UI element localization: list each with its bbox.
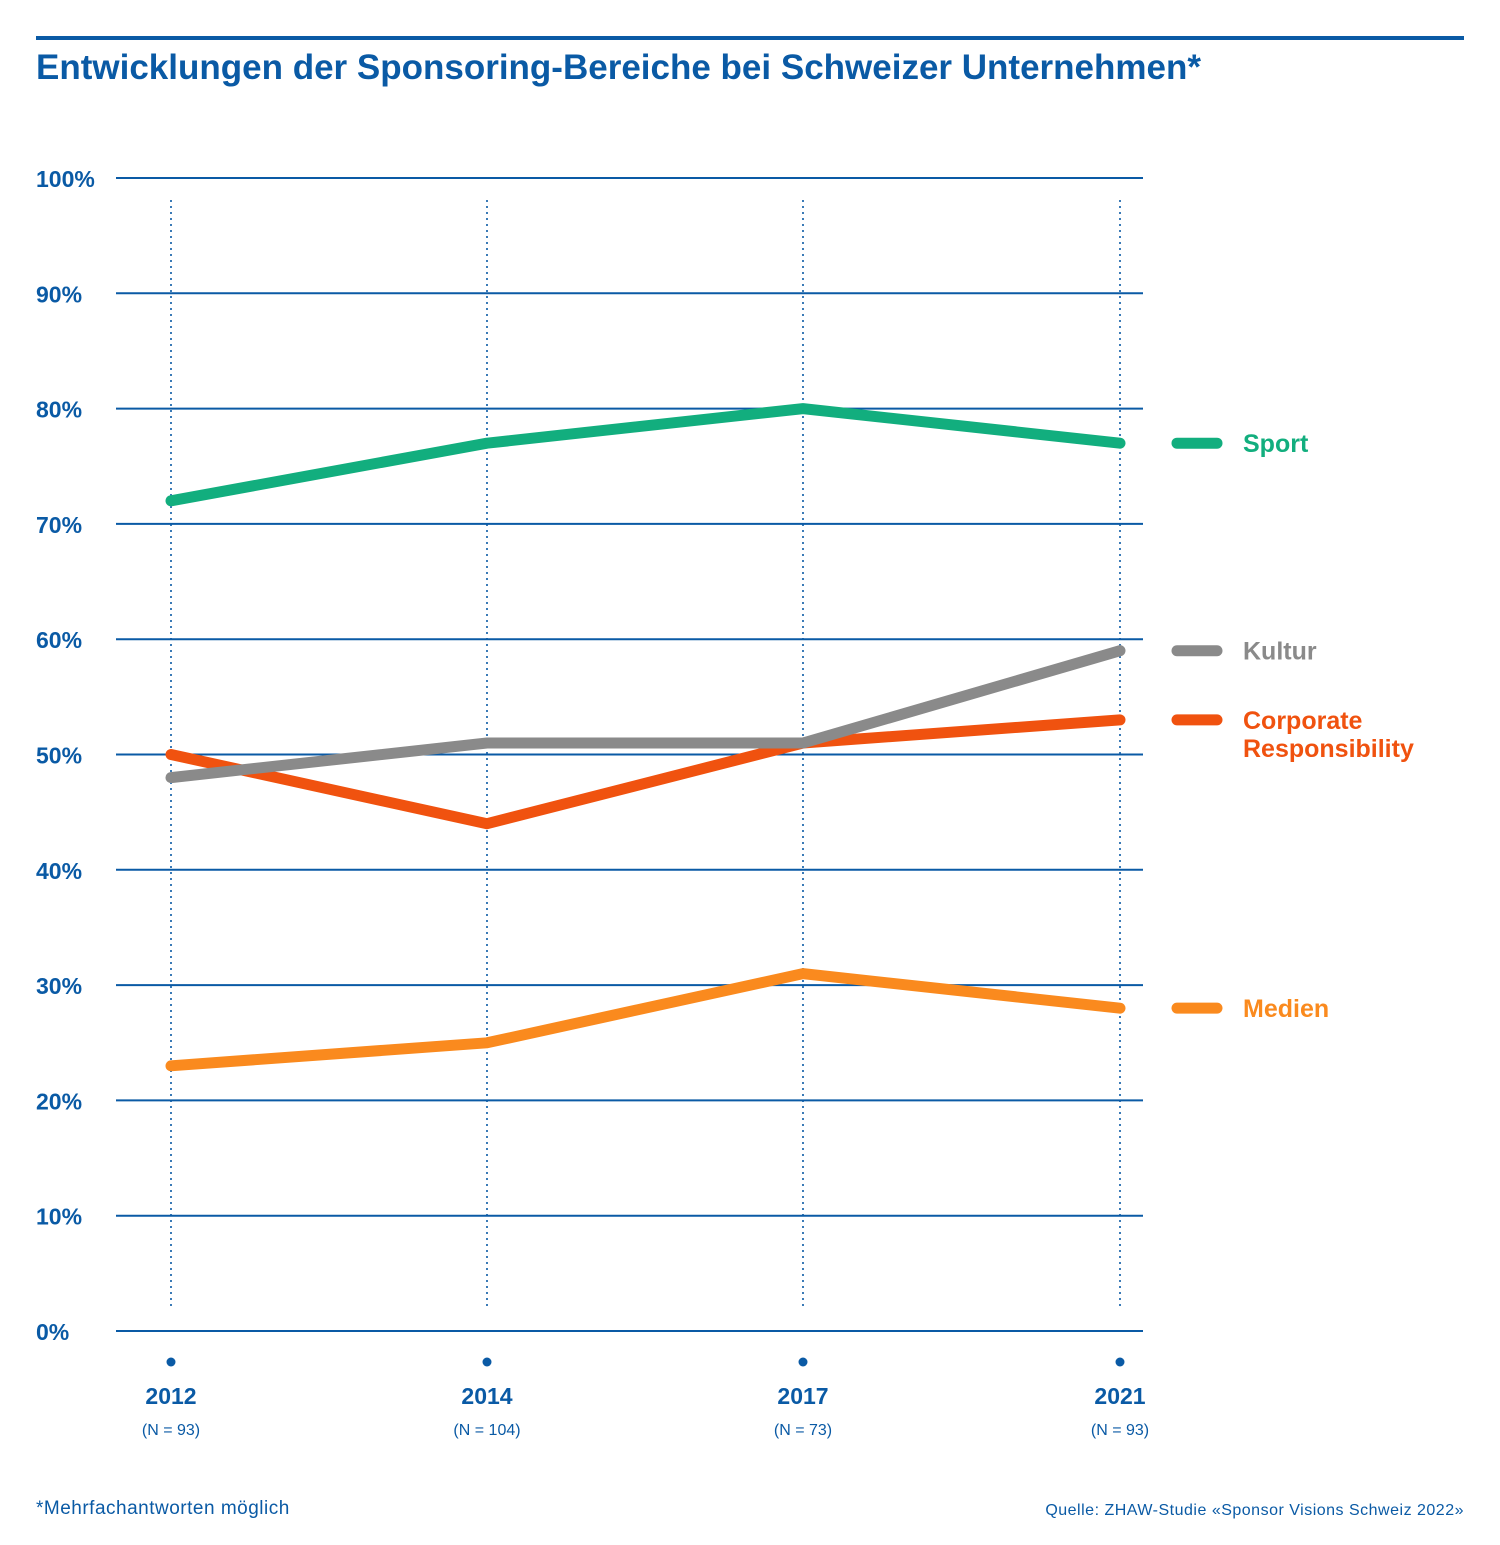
y-axis: 0% 10% 20% 30% 40% 50% 60% 70% 80% 90% 100% bbox=[36, 166, 95, 1345]
series-layer bbox=[165, 403, 1126, 1072]
y-tick-label: 30% bbox=[36, 973, 82, 999]
series-line-corporate-responsibility bbox=[165, 714, 1126, 830]
series-line-medien bbox=[165, 968, 1126, 1072]
y-tick-label: 20% bbox=[36, 1088, 82, 1114]
x-sample-size-label: (N = 104) bbox=[453, 1422, 520, 1439]
y-tick-label: 70% bbox=[36, 512, 82, 538]
legend-label-kultur: Kultur bbox=[1243, 638, 1317, 666]
source-note: Quelle: ZHAW-Studie «Sponsor Visions Sch… bbox=[1045, 1502, 1464, 1519]
top-rule bbox=[36, 36, 1464, 40]
x-tick-label: 2014 bbox=[461, 1383, 512, 1409]
x-tick-dot bbox=[1115, 1357, 1125, 1367]
grid-layer bbox=[116, 177, 1143, 1332]
y-tick-label: 80% bbox=[36, 397, 82, 423]
x-sample-size-label: (N = 93) bbox=[142, 1422, 200, 1439]
footnote: *Mehrfachantworten möglich bbox=[36, 1498, 290, 1519]
legend-label-corporate-responsibility: Responsibility bbox=[1243, 735, 1414, 763]
x-tick-label: 2012 bbox=[145, 1383, 196, 1409]
x-tick-dot bbox=[798, 1357, 808, 1367]
y-tick-label: 60% bbox=[36, 627, 82, 653]
series-line-sport bbox=[165, 403, 1126, 507]
x-sample-size-label: (N = 93) bbox=[1091, 1422, 1149, 1439]
y-tick-label: 50% bbox=[36, 743, 82, 769]
y-tick-label: 40% bbox=[36, 858, 82, 884]
chart-title: Entwicklungen der Sponsoring-Bereiche be… bbox=[36, 48, 1201, 87]
legend-label-corporate-responsibility: Corporate bbox=[1243, 707, 1363, 735]
legend-label-sport: Sport bbox=[1243, 430, 1309, 458]
x-sample-size-label: (N = 73) bbox=[774, 1422, 832, 1439]
y-tick-label: 90% bbox=[36, 281, 82, 307]
y-tick-label: 10% bbox=[36, 1204, 82, 1230]
y-tick-label: 0% bbox=[36, 1319, 69, 1345]
x-tick-label: 2017 bbox=[777, 1383, 828, 1409]
series-line-kultur bbox=[165, 645, 1126, 784]
y-tick-label: 100% bbox=[36, 166, 95, 192]
x-tick-dot bbox=[166, 1357, 176, 1367]
x-tick-label: 2021 bbox=[1094, 1383, 1145, 1409]
x-tick-dot bbox=[482, 1357, 492, 1367]
x-axis: 2012 (N = 93) 2014 (N = 104) 2017 (N = 73) 202… bbox=[142, 1357, 1149, 1439]
legend-label-medien: Medien bbox=[1243, 995, 1329, 1023]
